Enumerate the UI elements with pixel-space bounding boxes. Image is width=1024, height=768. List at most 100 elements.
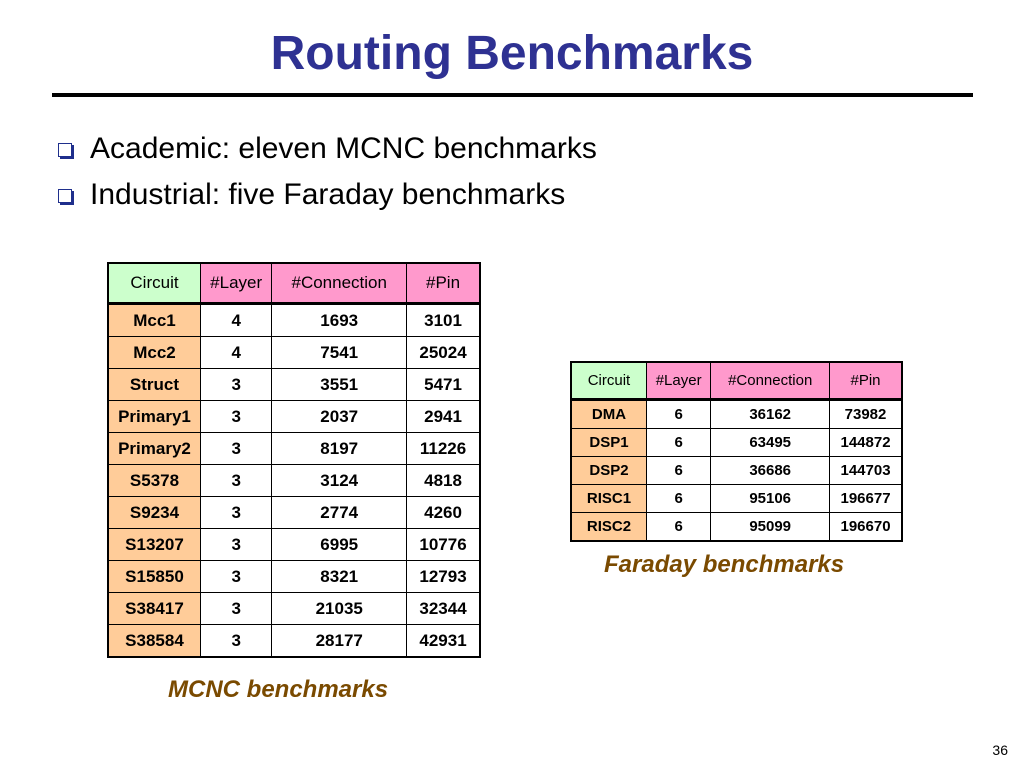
faraday-table-body: DMA 6 36162 73982 DSP1 6 63495 144872 DSP2 6 36686…: [570, 399, 903, 542]
table-header-row: Circuit #Layer #Connection #Pin: [570, 361, 903, 400]
column-header-connection: #Connection: [271, 262, 408, 304]
title-divider: [52, 93, 973, 97]
column-header-pin: #Pin: [406, 262, 481, 304]
cell-layer: 3: [199, 368, 273, 401]
cell-pin: 25024: [406, 336, 481, 369]
bullet-text: Industrial: five Faraday benchmarks: [90, 178, 566, 211]
cell-pin: 196677: [829, 484, 903, 513]
cell-pin: 32344: [406, 592, 481, 625]
mcnc-caption: MCNC benchmarks: [168, 676, 389, 703]
cell-connection: 95099: [710, 512, 831, 542]
cell-connection: 36162: [710, 399, 831, 429]
bullet-list: Academic: eleven MCNC benchmarks Industr…: [58, 126, 597, 218]
checkbox-bullet-icon: [58, 143, 72, 157]
cell-layer: 6: [645, 512, 712, 542]
table-row: DSP2 6 36686 144703: [570, 456, 903, 485]
cell-connection: 63495: [710, 428, 831, 457]
cell-pin: 11226: [406, 432, 481, 465]
cell-connection: 36686: [710, 456, 831, 485]
cell-circuit: DSP1: [570, 428, 647, 457]
cell-pin: 2941: [406, 400, 481, 433]
cell-pin: 10776: [406, 528, 481, 561]
cell-pin: 4260: [406, 496, 481, 529]
cell-pin: 42931: [406, 624, 481, 658]
cell-circuit: S9234: [107, 496, 201, 529]
cell-circuit: RISC1: [570, 484, 647, 513]
cell-circuit: S38584: [107, 624, 201, 658]
cell-pin: 144872: [829, 428, 903, 457]
table-row: RISC2 6 95099 196670: [570, 512, 903, 542]
cell-pin: 12793: [406, 560, 481, 593]
column-header-pin: #Pin: [829, 361, 903, 400]
cell-circuit: S15850: [107, 560, 201, 593]
cell-pin: 4818: [406, 464, 481, 497]
cell-connection: 8197: [271, 432, 408, 465]
faraday-benchmark-table: Circuit #Layer #Connection #Pin DMA 6 3616…: [570, 361, 903, 542]
cell-connection: 95106: [710, 484, 831, 513]
table-row: Primary1 3 2037 2941: [107, 400, 481, 433]
cell-connection: 21035: [271, 592, 408, 625]
slide-title: Routing Benchmarks: [270, 27, 754, 80]
cell-layer: 3: [199, 592, 273, 625]
cell-layer: 3: [199, 464, 273, 497]
cell-connection: 3551: [271, 368, 408, 401]
faraday-caption: Faraday benchmarks: [604, 551, 845, 578]
table-row: DMA 6 36162 73982: [570, 399, 903, 429]
cell-layer: 4: [199, 303, 273, 337]
column-header-circuit: Circuit: [570, 361, 647, 400]
cell-connection: 2774: [271, 496, 408, 529]
column-header-connection: #Connection: [710, 361, 831, 400]
table-row: S15850 3 8321 12793: [107, 560, 481, 593]
table-row: Struct 3 3551 5471: [107, 368, 481, 401]
table-header-row: Circuit #Layer #Connection #Pin: [107, 262, 481, 304]
bullet-item: Industrial: five Faraday benchmarks: [58, 172, 597, 218]
cell-circuit: S5378: [107, 464, 201, 497]
cell-pin: 144703: [829, 456, 903, 485]
cell-layer: 3: [199, 496, 273, 529]
table-row: S38584 3 28177 42931: [107, 624, 481, 658]
cell-circuit: Primary2: [107, 432, 201, 465]
cell-circuit: DMA: [570, 399, 647, 429]
table-row: DSP1 6 63495 144872: [570, 428, 903, 457]
table-row: RISC1 6 95106 196677: [570, 484, 903, 513]
cell-layer: 3: [199, 624, 273, 658]
cell-connection: 6995: [271, 528, 408, 561]
bullet-item: Academic: eleven MCNC benchmarks: [58, 126, 597, 172]
table-row: S13207 3 6995 10776: [107, 528, 481, 561]
column-header-circuit: Circuit: [107, 262, 201, 304]
cell-circuit: DSP2: [570, 456, 647, 485]
cell-connection: 8321: [271, 560, 408, 593]
cell-layer: 3: [199, 400, 273, 433]
cell-layer: 6: [645, 428, 712, 457]
cell-circuit: S13207: [107, 528, 201, 561]
column-header-layer: #Layer: [645, 361, 712, 400]
table-row: S9234 3 2774 4260: [107, 496, 481, 529]
cell-layer: 3: [199, 528, 273, 561]
cell-pin: 73982: [829, 399, 903, 429]
cell-circuit: Mcc2: [107, 336, 201, 369]
cell-connection: 1693: [271, 303, 408, 337]
cell-pin: 3101: [406, 303, 481, 337]
cell-connection: 3124: [271, 464, 408, 497]
cell-layer: 6: [645, 484, 712, 513]
cell-layer: 4: [199, 336, 273, 369]
cell-layer: 3: [199, 560, 273, 593]
page-number: 36: [992, 742, 1008, 758]
table-row: S38417 3 21035 32344: [107, 592, 481, 625]
bullet-text: Academic: eleven MCNC benchmarks: [90, 132, 597, 165]
mcnc-table-body: Mcc1 4 1693 3101 Mcc2 4 7541 25024 Struct 3 3551 54…: [107, 303, 481, 658]
table-row: Primary2 3 8197 11226: [107, 432, 481, 465]
cell-pin: 196670: [829, 512, 903, 542]
cell-circuit: RISC2: [570, 512, 647, 542]
cell-circuit: Struct: [107, 368, 201, 401]
cell-connection: 28177: [271, 624, 408, 658]
cell-layer: 6: [645, 399, 712, 429]
cell-connection: 2037: [271, 400, 408, 433]
cell-layer: 6: [645, 456, 712, 485]
checkbox-bullet-icon: [58, 189, 72, 203]
table-row: Mcc2 4 7541 25024: [107, 336, 481, 369]
cell-pin: 5471: [406, 368, 481, 401]
column-header-layer: #Layer: [199, 262, 273, 304]
cell-circuit: Mcc1: [107, 303, 201, 337]
